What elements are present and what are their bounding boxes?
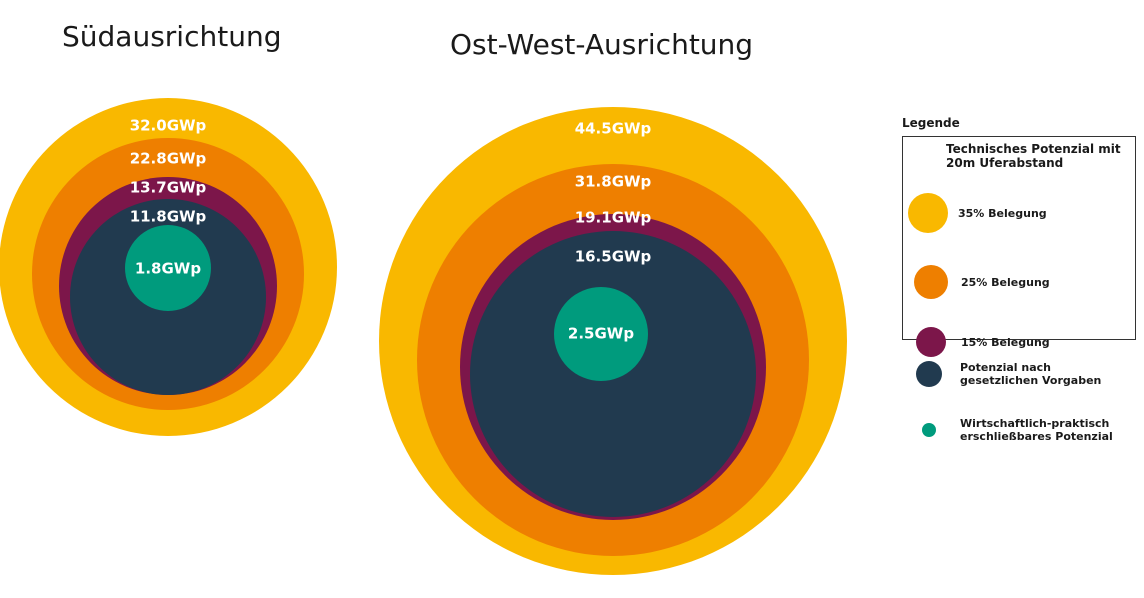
legend-label-economic: Wirtschaftlich-praktisch erschließbares … (960, 417, 1113, 443)
east-west-label-occ35: 44.5GWp (575, 120, 652, 138)
east-west-label-occ15: 19.1GWp (575, 209, 652, 227)
legend-label-legal: Potenzial nach gesetzlichen Vorgaben (960, 361, 1102, 387)
chart-title-east-west: Ost-West-Ausrichtung (450, 28, 754, 61)
legend-label-occ15: 15% Belegung (961, 335, 1050, 349)
legend-item-occ35: 35% Belegung (908, 193, 1047, 233)
east-west-ring-economic (554, 287, 648, 381)
legend-swatch-occ25 (914, 265, 948, 299)
legend-item-legal: Potenzial nach gesetzlichen Vorgaben (916, 361, 1110, 387)
east-west-label-economic: 2.5GWp (568, 325, 634, 343)
south-label-occ15: 13.7GWp (130, 179, 207, 197)
east-west-label-occ25: 31.8GWp (575, 173, 652, 191)
legend-swatch-occ15 (916, 327, 946, 357)
legend-swatch-legal (916, 361, 942, 387)
south-label-legal: 11.8GWp (130, 208, 207, 226)
legend-item-occ15: 15% Belegung (916, 327, 1050, 357)
south-label-occ25: 22.8GWp (130, 150, 207, 168)
chart-south: 32.0GWp 22.8GWp 13.7GWp 11.8GWp 1.8GWp (0, 98, 337, 436)
legend-title: Legende (902, 116, 960, 130)
south-ring-economic (125, 225, 211, 311)
legend-label-occ25: 25% Belegung (961, 275, 1050, 289)
legend-label-occ35: 35% Belegung (958, 206, 1047, 220)
legend-swatch-occ35 (908, 193, 948, 233)
legend-box: Technisches Potenzial mit 20m Uferabstan… (902, 136, 1136, 357)
legend-item-occ25: 25% Belegung (914, 265, 1050, 299)
legend-box-title: Technisches Potenzial mit 20m Uferabstan… (946, 142, 1121, 170)
legend: Legende Technisches Potenzial mit 20m Uf… (902, 116, 1142, 443)
legend-item-economic: Wirtschaftlich-praktisch erschließbares … (922, 417, 1120, 443)
legend-swatch-economic (922, 423, 936, 437)
south-label-occ35: 32.0GWp (130, 117, 207, 135)
chart-east-west: 44.5GWp 31.8GWp 19.1GWp 16.5GWp 2.5GWp (379, 107, 847, 575)
south-label-economic: 1.8GWp (135, 260, 201, 278)
chart-title-south: Südausrichtung (62, 20, 282, 53)
east-west-label-legal: 16.5GWp (575, 248, 652, 266)
